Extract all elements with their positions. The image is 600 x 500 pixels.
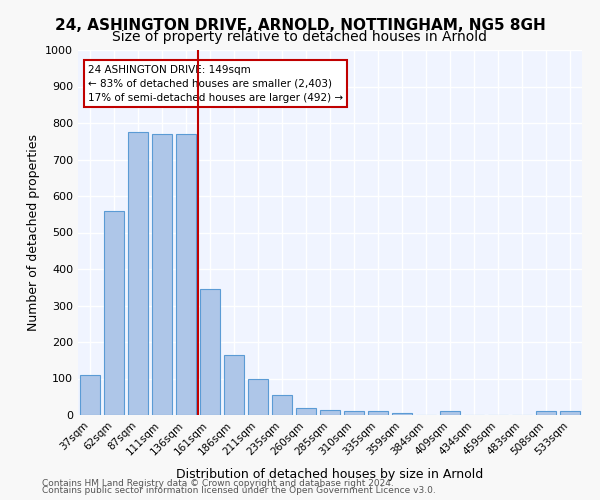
Text: 24 ASHINGTON DRIVE: 149sqm
← 83% of detached houses are smaller (2,403)
17% of s: 24 ASHINGTON DRIVE: 149sqm ← 83% of deta…: [88, 64, 343, 102]
Bar: [368, 412, 388, 415]
Bar: [560, 412, 580, 415]
Bar: [536, 412, 556, 415]
Text: Contains public sector information licensed under the Open Government Licence v3: Contains public sector information licen…: [42, 486, 436, 495]
Bar: [128, 132, 148, 415]
Bar: [296, 408, 316, 415]
Bar: [272, 395, 292, 415]
Text: Contains HM Land Registry data © Crown copyright and database right 2024.: Contains HM Land Registry data © Crown c…: [42, 478, 394, 488]
Bar: [176, 134, 196, 415]
Bar: [392, 413, 412, 415]
Y-axis label: Number of detached properties: Number of detached properties: [26, 134, 40, 331]
Bar: [152, 134, 172, 415]
Bar: [80, 375, 100, 415]
X-axis label: Distribution of detached houses by size in Arnold: Distribution of detached houses by size …: [176, 468, 484, 481]
Bar: [224, 355, 244, 415]
Bar: [200, 289, 220, 415]
Bar: [104, 210, 124, 415]
Text: 24, ASHINGTON DRIVE, ARNOLD, NOTTINGHAM, NG5 8GH: 24, ASHINGTON DRIVE, ARNOLD, NOTTINGHAM,…: [55, 18, 545, 32]
Text: Size of property relative to detached houses in Arnold: Size of property relative to detached ho…: [113, 30, 487, 44]
Bar: [320, 410, 340, 415]
Bar: [344, 412, 364, 415]
Bar: [440, 412, 460, 415]
Bar: [248, 378, 268, 415]
